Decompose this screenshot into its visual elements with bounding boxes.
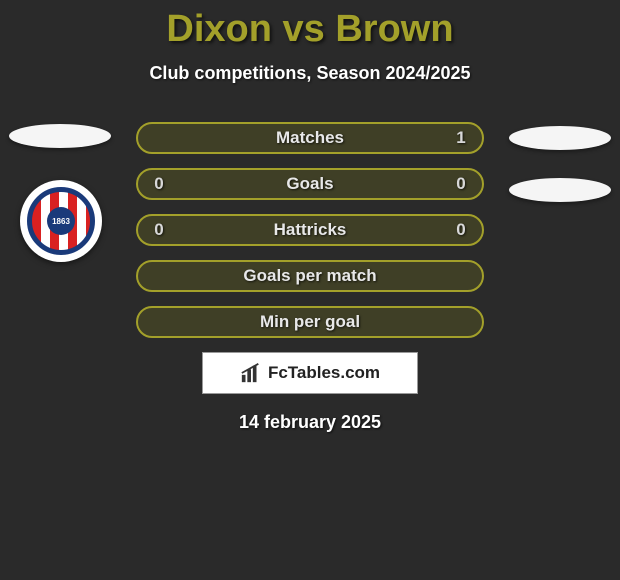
stat-value-right: 0 [452,220,470,240]
subtitle: Club competitions, Season 2024/2025 [0,63,620,84]
player-photo-left-placeholder [9,124,111,148]
stat-label: Goals per match [168,266,452,286]
logo-text: FcTables.com [268,363,380,383]
stat-value-right: 1 [452,128,470,148]
stat-row-goals: 0 Goals 0 [136,168,484,200]
stat-value-left: 0 [150,174,168,194]
bar-chart-icon [240,362,262,384]
stat-value-right: 0 [452,174,470,194]
stat-value-left: 0 [150,220,168,240]
stat-label: Goals [168,174,452,194]
stat-row-matches: Matches 1 [136,122,484,154]
stoke-city-badge: 1863 [27,187,95,255]
date-text: 14 february 2025 [136,412,484,433]
badge-center-text: 1863 [47,207,75,235]
player-photo-right-placeholder [509,126,611,150]
page-title: Dixon vs Brown [0,0,620,51]
stat-row-hattricks: 0 Hattricks 0 [136,214,484,246]
stat-label: Min per goal [168,312,452,332]
stat-row-min-per-goal: Min per goal [136,306,484,338]
fctables-logo: FcTables.com [202,352,418,394]
stats-rows: Matches 1 0 Goals 0 0 Hattricks 0 Goals … [136,122,484,433]
stat-row-goals-per-match: Goals per match [136,260,484,292]
stat-label: Matches [168,128,452,148]
club-badge-right-placeholder [509,178,611,202]
stat-label: Hattricks [168,220,452,240]
club-badge-left: 1863 [20,180,102,262]
